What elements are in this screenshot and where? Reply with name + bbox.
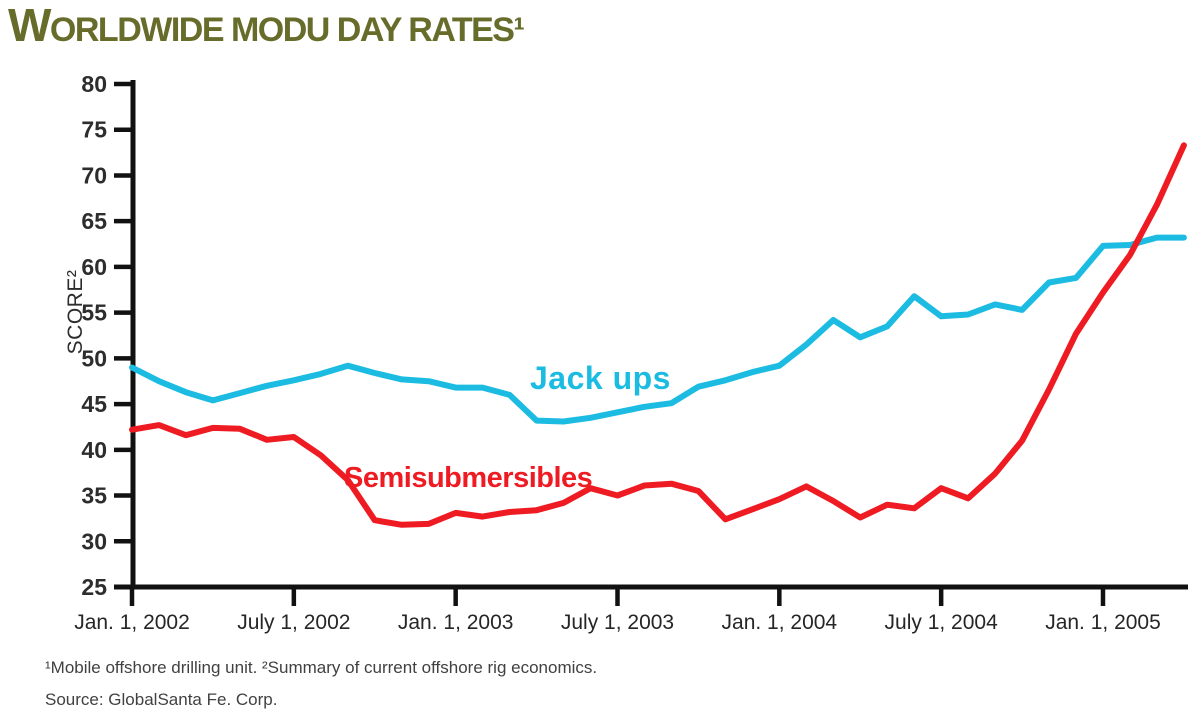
y-tick-label: 70 bbox=[81, 162, 107, 188]
source-credit: Source: GlobalSanta Fe. Corp. bbox=[45, 690, 278, 709]
semisubmersibles-line bbox=[129, 142, 1187, 528]
x-tick-label: Jan. 1, 2005 bbox=[1045, 611, 1161, 634]
y-tick-label: 45 bbox=[81, 391, 107, 417]
y-tick-label: 80 bbox=[81, 71, 107, 97]
y-tick-label: 40 bbox=[81, 437, 107, 463]
x-tick-label: Jan. 1, 2004 bbox=[722, 611, 838, 634]
series-label-jack-ups: Jack ups bbox=[530, 360, 671, 396]
y-tick-label: 30 bbox=[81, 528, 107, 554]
y-tick-label: 25 bbox=[81, 574, 107, 600]
y-tick-label: 75 bbox=[81, 117, 107, 143]
y-tick-label: 55 bbox=[81, 300, 107, 326]
x-tick-label: Jan. 1, 2002 bbox=[74, 611, 190, 634]
jack-ups-line bbox=[129, 234, 1187, 425]
y-tick-label: 60 bbox=[81, 254, 107, 280]
footnote: ¹Mobile offshore drilling unit. ²Summary… bbox=[45, 658, 598, 677]
x-tick-label: July 1, 2003 bbox=[561, 611, 674, 634]
y-axis-label: SCORE² bbox=[64, 269, 87, 355]
x-tick-label: Jan. 1, 2003 bbox=[398, 611, 514, 634]
x-tick-label: July 1, 2004 bbox=[885, 611, 999, 634]
x-tick-label: July 1, 2002 bbox=[237, 611, 350, 634]
y-tick-label: 50 bbox=[81, 345, 107, 371]
chart-title: WORLDWIDE MODU DAY RATES¹ bbox=[8, 0, 525, 51]
y-tick-label: 35 bbox=[81, 483, 107, 509]
series-label-semisubmersibles: Semisubmersibles bbox=[344, 462, 593, 494]
y-tick-label: 65 bbox=[81, 208, 107, 234]
